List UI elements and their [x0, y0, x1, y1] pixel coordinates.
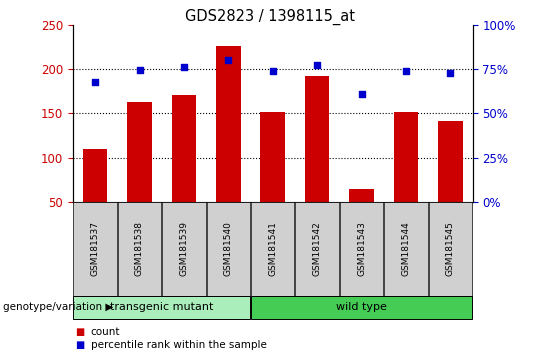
Point — [402, 68, 410, 74]
Text: transgenic mutant: transgenic mutant — [110, 302, 213, 312]
Text: genotype/variation ▶: genotype/variation ▶ — [3, 302, 113, 312]
Point — [180, 64, 188, 70]
Text: GSM181545: GSM181545 — [446, 221, 455, 276]
Text: GSM181538: GSM181538 — [135, 221, 144, 276]
Text: percentile rank within the sample: percentile rank within the sample — [91, 340, 267, 350]
Point — [313, 63, 321, 68]
Text: ■: ■ — [76, 340, 85, 350]
Text: GDS2823 / 1398115_at: GDS2823 / 1398115_at — [185, 9, 355, 25]
Bar — [394, 112, 418, 202]
Text: ■: ■ — [76, 327, 85, 337]
Bar — [83, 149, 107, 202]
Text: wild type: wild type — [336, 302, 387, 312]
Bar — [349, 188, 374, 202]
Bar — [438, 121, 462, 202]
Bar — [172, 95, 196, 202]
Point — [224, 57, 233, 63]
Bar — [305, 76, 329, 202]
Point — [357, 91, 366, 97]
Point — [135, 67, 144, 73]
Text: GSM181540: GSM181540 — [224, 221, 233, 276]
Text: count: count — [91, 327, 120, 337]
Text: GSM181542: GSM181542 — [313, 221, 322, 276]
Bar — [216, 46, 240, 202]
Text: GSM181544: GSM181544 — [401, 221, 410, 276]
Point — [268, 68, 277, 74]
Point — [91, 80, 99, 85]
Point — [446, 71, 455, 76]
Text: GSM181543: GSM181543 — [357, 221, 366, 276]
Text: GSM181539: GSM181539 — [179, 221, 188, 276]
Bar — [260, 112, 285, 202]
Text: GSM181537: GSM181537 — [91, 221, 99, 276]
Bar — [127, 102, 152, 202]
Text: GSM181541: GSM181541 — [268, 221, 277, 276]
